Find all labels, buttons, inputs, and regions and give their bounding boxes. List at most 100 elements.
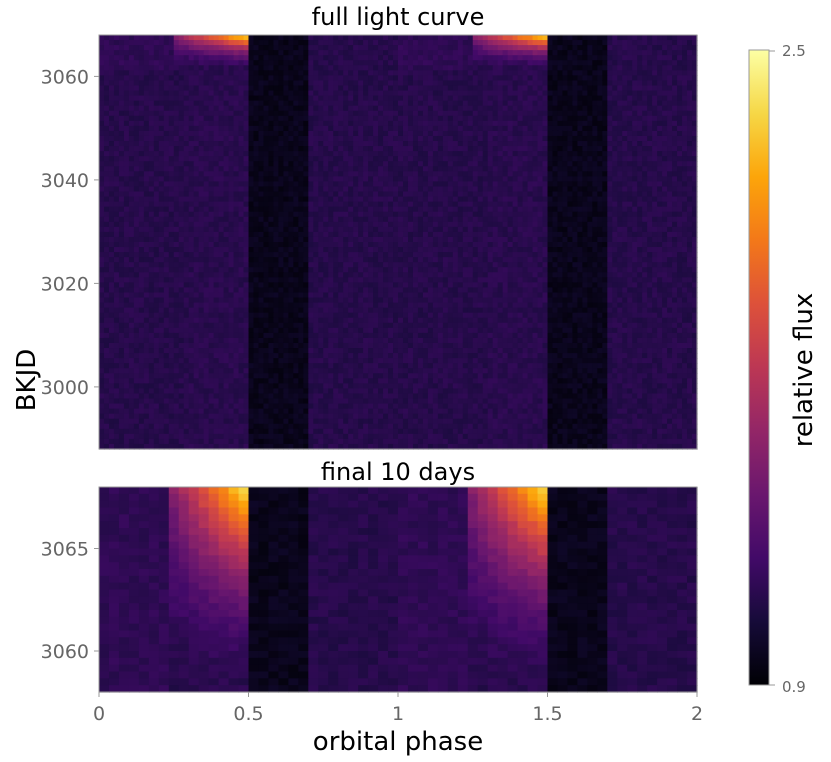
heatmap-cell: [427, 196, 434, 203]
heatmap-cell: [417, 176, 424, 183]
heatmap-cell: [143, 146, 150, 152]
heatmap-cell: [432, 85, 439, 92]
heatmap-cell: [662, 206, 668, 213]
heatmap-cell: [442, 211, 449, 218]
heatmap-cell: [662, 231, 668, 238]
heatmap-cell: [193, 151, 200, 157]
heatmap-cell: [637, 226, 643, 233]
heatmap-cell: [647, 206, 653, 213]
heatmap-cell: [692, 156, 698, 162]
heatmap-cell: [487, 186, 494, 193]
heatmap-cell: [477, 120, 484, 127]
heatmap-cell: [398, 120, 404, 127]
heatmap-cell: [622, 110, 628, 117]
heatmap-cell: [682, 65, 688, 71]
heatmap-cell: [388, 196, 394, 203]
heatmap-cell: [457, 166, 464, 172]
heatmap-cell: [562, 110, 569, 117]
heatmap-cell: [368, 70, 374, 76]
heatmap-cell: [263, 100, 270, 107]
heatmap-cell: [178, 151, 185, 157]
heatmap-cell: [388, 95, 394, 102]
heatmap-cell: [348, 125, 354, 132]
heatmap-cell: [692, 135, 698, 142]
heatmap-cell: [527, 196, 534, 203]
heatmap-cell: [123, 50, 130, 56]
heatmap-cell: [363, 242, 369, 248]
heatmap-cell: [258, 135, 265, 142]
heatmap-cell: [512, 171, 519, 177]
heatmap-cell: [542, 50, 549, 56]
heatmap-cell: [507, 186, 514, 193]
heatmap-cell: [662, 226, 668, 233]
heatmap-cell: [467, 176, 474, 183]
heatmap-cell: [323, 151, 329, 157]
heatmap-cell: [183, 100, 190, 107]
heatmap-cell: [153, 100, 160, 107]
heatmap-cell: [557, 65, 564, 71]
heatmap-cell: [472, 55, 479, 61]
heatmap-cell: [373, 95, 379, 102]
heatmap-cell: [527, 60, 534, 66]
heatmap-cell: [502, 120, 509, 127]
heatmap-cell: [328, 75, 334, 82]
heatmap-cell: [647, 216, 653, 223]
heatmap-cell: [622, 146, 628, 152]
heatmap-cell: [672, 151, 678, 157]
heatmap-cell: [393, 181, 399, 188]
heatmap-cell: [178, 90, 185, 97]
heatmap-cell: [427, 151, 434, 157]
heatmap-cell: [393, 135, 399, 142]
heatmap-cell: [213, 65, 220, 71]
heatmap-cell: [373, 135, 379, 142]
heatmap-cell: [143, 85, 150, 92]
heatmap-cell: [432, 221, 439, 228]
heatmap-cell: [492, 141, 499, 147]
heatmap-cell: [383, 201, 389, 208]
heatmap-cell: [183, 196, 190, 203]
heatmap-cell: [432, 135, 439, 142]
heatmap-cell: [557, 70, 564, 76]
heatmap-cell: [268, 35, 275, 41]
heatmap-cell: [527, 130, 534, 137]
heatmap-cell: [542, 60, 549, 66]
heatmap-cell: [258, 206, 265, 213]
heatmap-cell: [547, 186, 554, 193]
heatmap-cell: [248, 231, 255, 238]
heatmap-cell: [467, 156, 474, 162]
heatmap-cell: [667, 135, 673, 142]
heatmap-cell: [293, 236, 299, 243]
heatmap-cell: [507, 50, 514, 56]
heatmap-cell: [128, 141, 135, 147]
heatmap-cell: [213, 146, 220, 152]
heatmap-cell: [582, 45, 588, 51]
heatmap-cell: [308, 135, 314, 142]
heatmap-cell: [502, 186, 509, 193]
heatmap-cell: [273, 176, 279, 183]
heatmap-cell: [163, 216, 170, 223]
heatmap-cell: [383, 156, 389, 162]
heatmap-cell: [487, 166, 494, 172]
heatmap-cell: [672, 135, 678, 142]
heatmap-cell: [627, 65, 633, 71]
heatmap-cell: [662, 151, 668, 157]
heatmap-cell: [482, 196, 489, 203]
heatmap-cell: [562, 161, 569, 167]
heatmap-cell: [338, 50, 344, 56]
heatmap-cell: [427, 135, 434, 142]
heatmap-cell: [308, 201, 314, 208]
heatmap-cell: [323, 100, 329, 107]
heatmap-cell: [318, 110, 324, 117]
heatmap-cell: [627, 186, 633, 193]
heatmap-cell: [213, 186, 220, 193]
heatmap-cell: [432, 80, 439, 87]
heatmap-cell: [243, 191, 250, 198]
heatmap-cell: [99, 151, 105, 157]
heatmap-cell: [462, 85, 469, 92]
heatmap-cell: [218, 186, 225, 193]
heatmap-cell: [343, 60, 349, 66]
heatmap-cell: [158, 105, 165, 112]
heatmap-cell: [592, 105, 598, 112]
heatmap-cell: [537, 35, 544, 41]
heatmap-cell: [328, 181, 334, 188]
